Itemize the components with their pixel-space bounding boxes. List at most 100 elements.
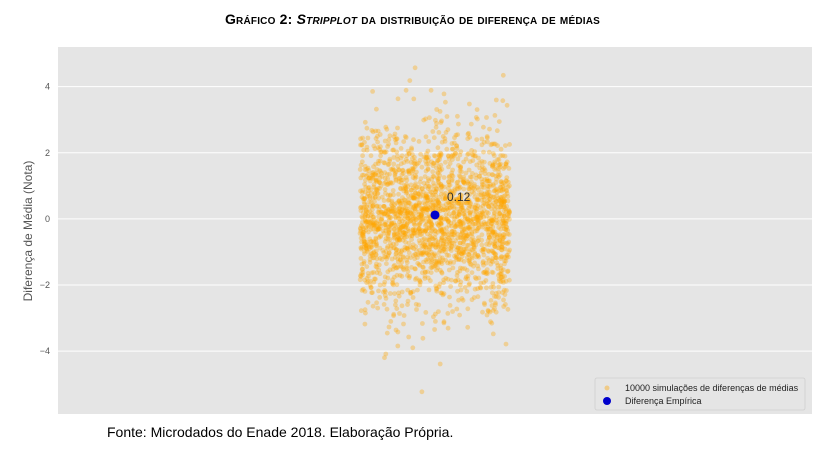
simulation-point [419, 211, 425, 217]
simulation-point [389, 202, 394, 208]
simulation-point [474, 197, 480, 203]
simulation-point [377, 271, 383, 277]
simulation-point [496, 162, 502, 167]
simulation-point [496, 284, 502, 290]
simulation-point [496, 294, 501, 300]
simulation-point [406, 200, 412, 206]
simulation-point [365, 191, 371, 197]
simulation-point [455, 245, 461, 251]
simulation-point [475, 116, 480, 122]
simulation-point [457, 168, 463, 174]
simulation-point [410, 242, 416, 248]
simulation-point [494, 186, 500, 192]
simulation-point [370, 255, 376, 261]
simulation-point [502, 232, 507, 237]
simulation-point [433, 245, 439, 251]
simulation-point [452, 186, 458, 192]
simulation-point [452, 188, 458, 193]
simulation-point [486, 235, 492, 241]
simulation-point [485, 178, 490, 184]
simulation-point [380, 210, 385, 216]
simulation-point [380, 228, 386, 234]
simulation-point [375, 139, 380, 145]
simulation-point [466, 205, 472, 211]
simulation-point [423, 134, 429, 140]
simulation-point [397, 228, 403, 234]
simulation-point [377, 221, 382, 227]
simulation-point [448, 153, 454, 159]
legend-label-empirical: Diferença Empírica [625, 396, 702, 406]
simulation-point [500, 232, 506, 238]
simulation-point [426, 178, 431, 184]
simulation-point [442, 246, 447, 252]
simulation-point [423, 184, 428, 189]
simulation-point [406, 171, 412, 176]
simulation-point [410, 152, 415, 157]
simulation-point [388, 243, 394, 249]
simulation-point [410, 168, 416, 174]
simulation-point [503, 258, 509, 264]
simulation-point [382, 138, 388, 144]
simulation-point [458, 218, 464, 224]
simulation-point [370, 195, 376, 201]
simulation-point [361, 238, 367, 244]
simulation-point [493, 300, 498, 306]
simulation-point [374, 106, 379, 112]
simulation-point [457, 194, 463, 200]
simulation-point [436, 180, 442, 186]
simulation-point [486, 149, 492, 155]
simulation-point [467, 134, 473, 140]
simulation-point [399, 206, 405, 212]
simulation-point [470, 216, 476, 222]
simulation-point [385, 206, 391, 212]
simulation-point [459, 200, 465, 206]
simulation-point [369, 242, 374, 248]
simulation-point [443, 257, 449, 263]
simulation-point [374, 204, 380, 209]
simulation-point [373, 264, 379, 269]
simulation-point [362, 139, 367, 145]
simulation-point [385, 236, 391, 242]
simulation-point [505, 269, 510, 274]
simulation-point [397, 219, 402, 225]
simulation-point [370, 203, 376, 209]
simulation-point [458, 204, 464, 210]
simulation-point [363, 243, 369, 249]
simulation-point [472, 186, 477, 192]
simulation-point [388, 246, 394, 251]
simulation-point [363, 184, 369, 190]
simulation-point [408, 193, 414, 198]
legend-marker-simulations [604, 385, 610, 391]
simulation-point [439, 235, 445, 241]
simulation-point [411, 205, 416, 211]
simulation-point [479, 248, 485, 253]
simulation-point [423, 116, 428, 122]
simulation-point [481, 124, 486, 130]
simulation-point [491, 183, 496, 189]
simulation-point [402, 224, 407, 229]
simulation-point [479, 221, 484, 227]
simulation-point [392, 262, 397, 268]
simulation-point [449, 235, 455, 240]
simulation-point [424, 226, 430, 232]
simulation-point [495, 266, 501, 272]
simulation-point [486, 230, 491, 235]
simulation-point [412, 154, 417, 160]
simulation-point [465, 276, 471, 282]
simulation-point [438, 226, 443, 232]
simulation-point [453, 224, 458, 230]
simulation-point [391, 264, 397, 269]
simulation-point [414, 248, 419, 254]
simulation-point [382, 222, 388, 228]
simulation-point [381, 282, 387, 287]
simulation-point [501, 213, 507, 219]
simulation-point [420, 217, 425, 223]
simulation-point [405, 211, 411, 216]
simulation-point [474, 215, 480, 220]
simulation-point [374, 177, 379, 183]
simulation-point [409, 233, 415, 239]
simulation-point [385, 162, 391, 168]
simulation-point [432, 202, 438, 208]
simulation-point [399, 224, 405, 230]
simulation-point [377, 204, 383, 210]
